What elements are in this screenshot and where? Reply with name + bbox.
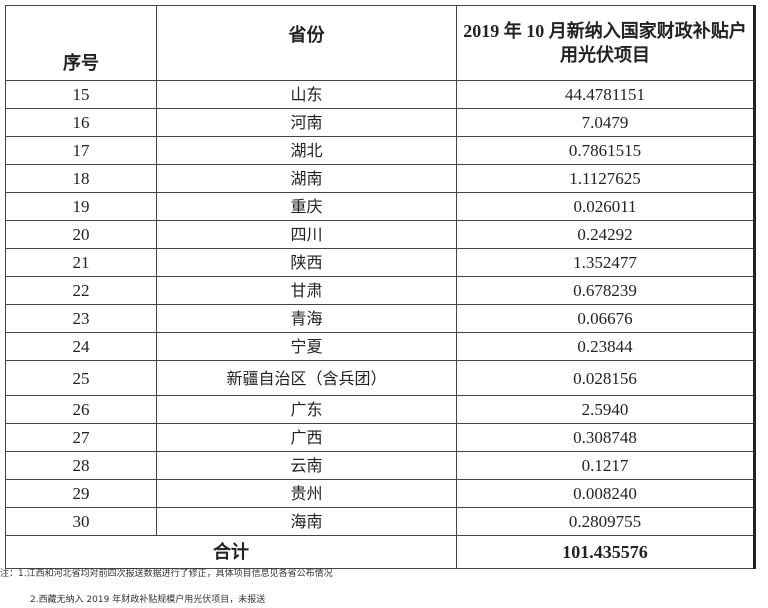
cell-index: 21 — [5, 248, 157, 277]
cell-value: 0.06676 — [456, 304, 755, 333]
table-row: 30 海南 0.2809755 — [5, 507, 755, 536]
table-row: 28 云南 0.1217 — [5, 451, 755, 480]
cell-index: 30 — [5, 507, 157, 536]
table-row: 24 宁夏 0.23844 — [5, 332, 755, 361]
table-row: 15 山东 44.4781151 — [5, 80, 755, 109]
cell-index: 27 — [5, 423, 157, 452]
cell-value: 0.24292 — [456, 220, 755, 249]
cell-value: 1.1127625 — [456, 164, 755, 193]
cell-value: 2.5940 — [456, 395, 755, 424]
table-row: 19 重庆 0.026011 — [5, 192, 755, 221]
cell-province: 湖北 — [156, 136, 457, 165]
cell-index: 22 — [5, 276, 157, 305]
table-row: 21 陕西 1.352477 — [5, 248, 755, 277]
cell-province: 甘肃 — [156, 276, 457, 305]
cell-province: 宁夏 — [156, 332, 457, 361]
cell-index: 28 — [5, 451, 157, 480]
table-row: 23 青海 0.06676 — [5, 304, 755, 333]
cell-value: 44.4781151 — [456, 80, 755, 109]
cell-value: 0.008240 — [456, 479, 755, 508]
cell-index: 24 — [5, 332, 157, 361]
cell-province: 青海 — [156, 304, 457, 333]
table-row: 16 河南 7.0479 — [5, 108, 755, 137]
cell-index: 15 — [5, 80, 157, 109]
cell-province: 海南 — [156, 507, 457, 536]
cell-index: 17 — [5, 136, 157, 165]
table-row: 26 广东 2.5940 — [5, 395, 755, 424]
data-table: 序号 省份 2019 年 10 月新纳入国家财政补贴户用光伏项目 15 山东 44.… — [5, 5, 756, 569]
cell-province: 四川 — [156, 220, 457, 249]
cell-index: 18 — [5, 164, 157, 193]
cell-value: 0.028156 — [456, 360, 755, 396]
cell-province: 广西 — [156, 423, 457, 452]
cell-index: 25 — [5, 360, 157, 396]
header-row: 序号 省份 2019 年 10 月新纳入国家财政补贴户用光伏项目 — [5, 5, 755, 81]
cell-province: 湖南 — [156, 164, 457, 193]
cell-province: 云南 — [156, 451, 457, 480]
cell-index: 16 — [5, 108, 157, 137]
cell-value: 7.0479 — [456, 108, 755, 137]
cell-value: 0.678239 — [456, 276, 755, 305]
footnote-2: 2.西藏无纳入 2019 年财政补贴规模户用光伏项目，未报送 — [30, 595, 266, 605]
total-row: 合计 101.435576 — [5, 535, 755, 569]
cell-index: 20 — [5, 220, 157, 249]
footnote-1: 注：1.江西和河北省均对前四次报送数据进行了修正，具体项目信息见各省公布情况 — [0, 569, 333, 579]
table-row: 22 甘肃 0.678239 — [5, 276, 755, 305]
total-label: 合计 — [5, 535, 457, 569]
table-row: 17 湖北 0.7861515 — [5, 136, 755, 165]
cell-province: 重庆 — [156, 192, 457, 221]
cell-value: 0.7861515 — [456, 136, 755, 165]
table-row: 20 四川 0.24292 — [5, 220, 755, 249]
header-value: 2019 年 10 月新纳入国家财政补贴户用光伏项目 — [456, 5, 755, 81]
cell-index: 19 — [5, 192, 157, 221]
table-row: 25 新疆自治区（含兵团） 0.028156 — [5, 360, 755, 396]
cell-index: 29 — [5, 479, 157, 508]
cell-value: 0.2809755 — [456, 507, 755, 536]
cell-value: 0.23844 — [456, 332, 755, 361]
table-row: 29 贵州 0.008240 — [5, 479, 755, 508]
cell-value: 0.1217 — [456, 451, 755, 480]
cell-province: 山东 — [156, 80, 457, 109]
table-row: 18 湖南 1.1127625 — [5, 164, 755, 193]
cell-province: 河南 — [156, 108, 457, 137]
header-province: 省份 — [156, 5, 457, 81]
cell-province: 广东 — [156, 395, 457, 424]
total-value: 101.435576 — [456, 535, 755, 569]
cell-province: 新疆自治区（含兵团） — [156, 360, 457, 396]
cell-value: 0.026011 — [456, 192, 755, 221]
table-row: 27 广西 0.308748 — [5, 423, 755, 452]
cell-province: 陕西 — [156, 248, 457, 277]
cell-province: 贵州 — [156, 479, 457, 508]
cell-index: 26 — [5, 395, 157, 424]
cell-value: 0.308748 — [456, 423, 755, 452]
header-index: 序号 — [5, 5, 157, 81]
cell-value: 1.352477 — [456, 248, 755, 277]
cell-index: 23 — [5, 304, 157, 333]
